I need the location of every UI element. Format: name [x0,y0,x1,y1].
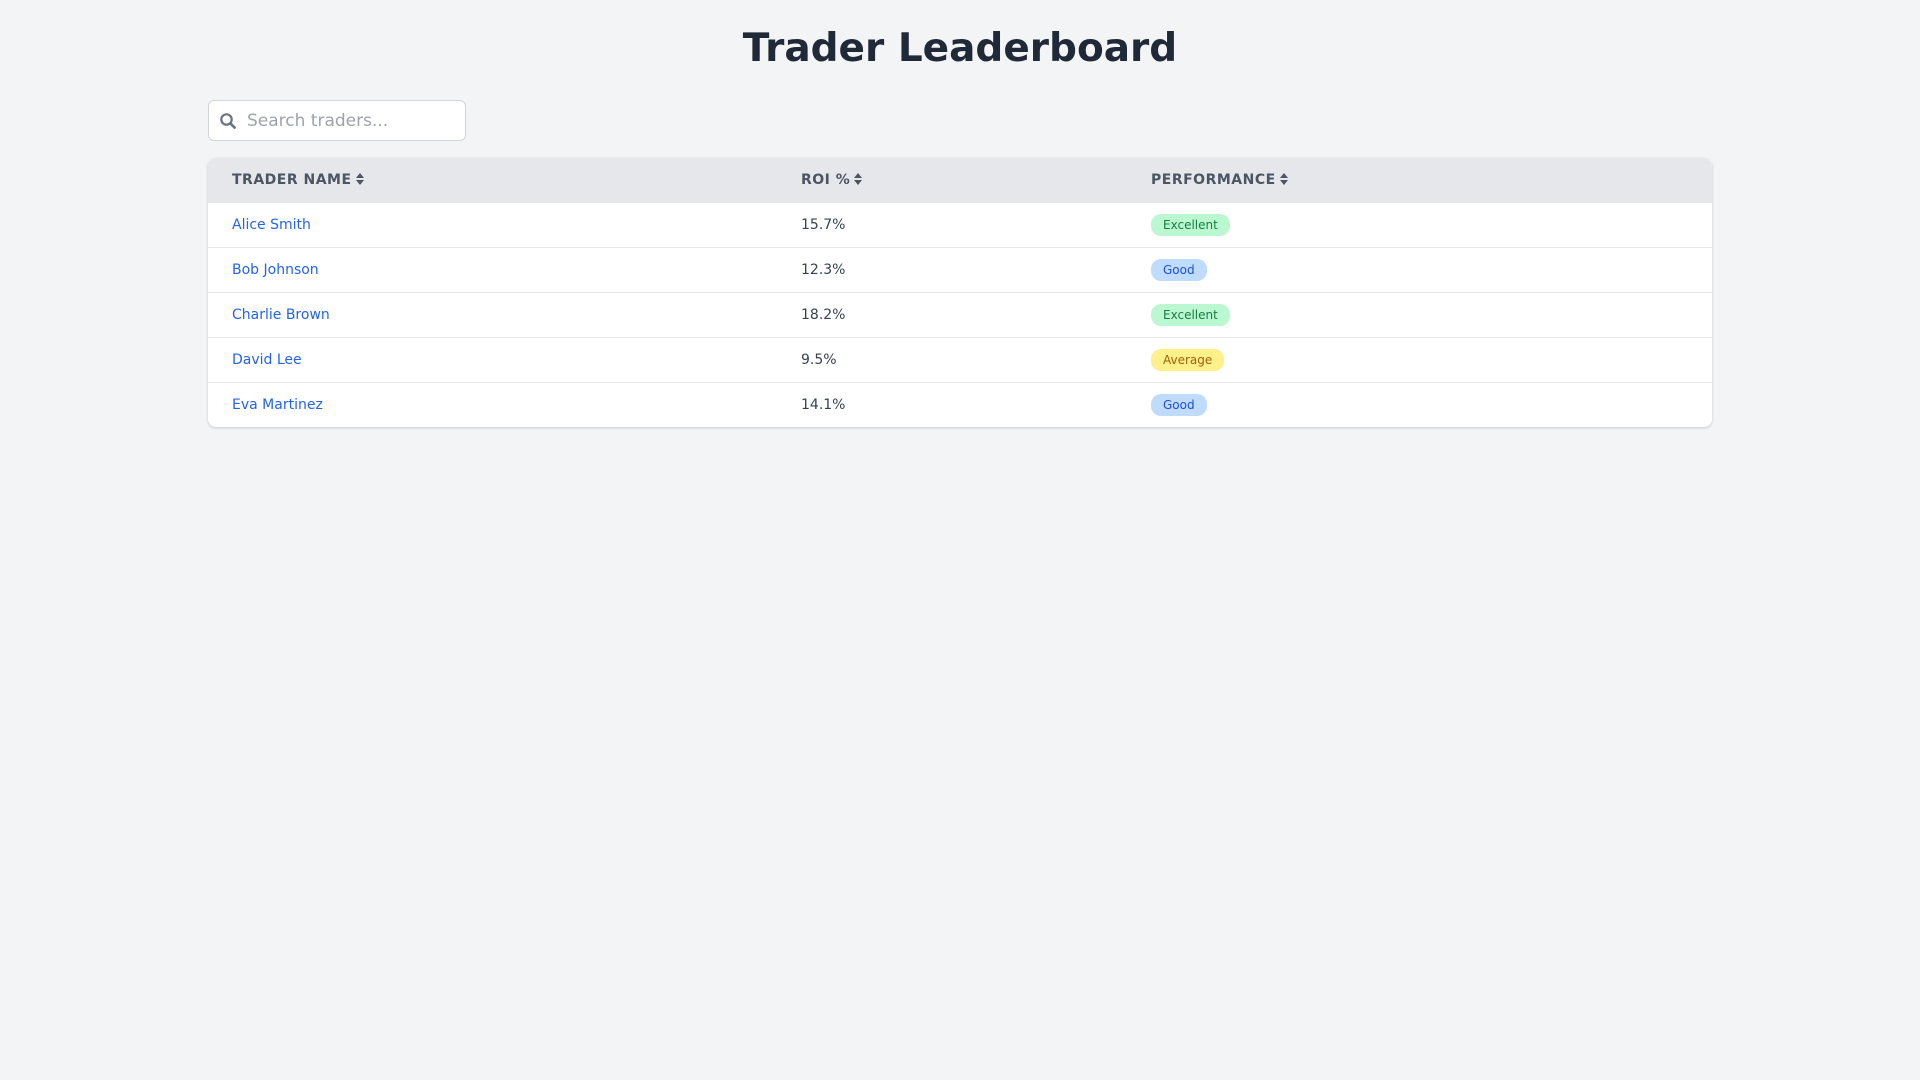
column-header-trader-name[interactable]: Trader Name [208,158,777,203]
column-header-roi[interactable]: ROI % [777,158,1127,203]
trader-name-cell: David Lee [208,337,777,383]
search-icon [220,113,236,129]
performance-cell: Excellent [1127,292,1712,338]
table-row: Charlie Brown 18.2% Excellent [208,292,1712,338]
performance-badge: Excellent [1151,304,1230,326]
trader-link[interactable]: Eva Martinez [232,397,323,413]
column-header-label: Trader Name [232,172,352,188]
table-row: Alice Smith 15.7% Excellent [208,202,1712,248]
trader-link[interactable]: Bob Johnson [232,262,319,278]
roi-cell: 15.7% [777,202,1127,248]
column-header-label: Performance [1151,172,1276,188]
leaderboard-table-card: Trader Name ROI % Performance Alice Smit… [208,158,1712,427]
search-input[interactable] [247,101,459,140]
page-title: Trader Leaderboard [742,26,1178,71]
leaderboard-table: Trader Name ROI % Performance Alice Smit… [208,158,1712,427]
table-row: David Lee 9.5% Average [208,337,1712,383]
performance-badge: Good [1151,394,1207,416]
performance-cell: Good [1127,247,1712,293]
search-box[interactable] [208,100,466,141]
trader-link[interactable]: David Lee [232,352,302,368]
performance-badge: Good [1151,259,1207,281]
table-row: Eva Martinez 14.1% Good [208,382,1712,427]
performance-cell: Excellent [1127,202,1712,248]
trader-name-cell: Eva Martinez [208,382,777,427]
sort-icon [1279,173,1288,185]
trader-name-cell: Bob Johnson [208,247,777,293]
performance-badge: Excellent [1151,214,1230,236]
roi-cell: 12.3% [777,247,1127,293]
performance-badge: Average [1151,349,1225,371]
trader-link[interactable]: Alice Smith [232,217,311,233]
roi-cell: 9.5% [777,337,1127,383]
roi-cell: 18.2% [777,292,1127,338]
performance-cell: Good [1127,382,1712,427]
table-header-row: Trader Name ROI % Performance [208,158,1712,203]
sort-icon [854,173,863,185]
trader-link[interactable]: Charlie Brown [232,307,330,323]
trader-name-cell: Alice Smith [208,202,777,248]
roi-cell: 14.1% [777,382,1127,427]
performance-cell: Average [1127,337,1712,383]
trader-name-cell: Charlie Brown [208,292,777,338]
sort-icon [355,173,364,185]
column-header-label: ROI % [801,172,851,188]
table-row: Bob Johnson 12.3% Good [208,247,1712,293]
column-header-performance[interactable]: Performance [1127,158,1712,203]
